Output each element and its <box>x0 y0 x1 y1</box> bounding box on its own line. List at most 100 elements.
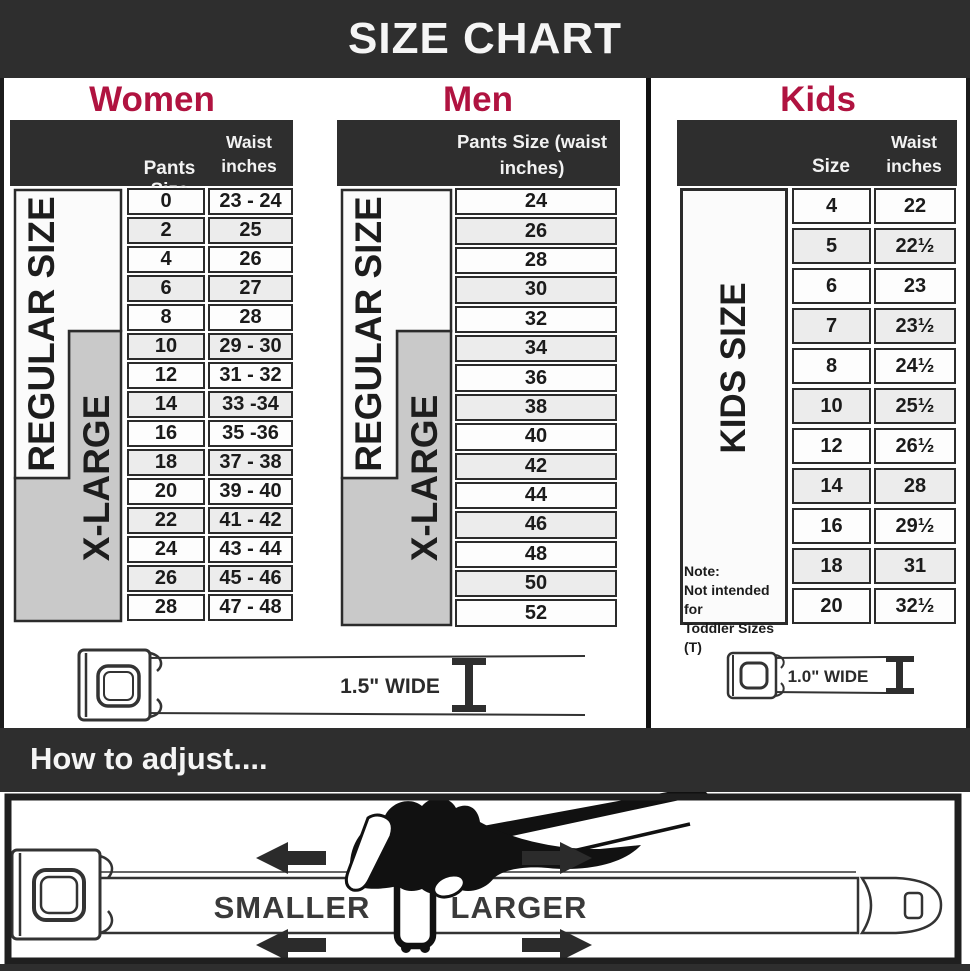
kids-note: Note: Not intended for Toddler Sizes (T) <box>684 562 786 656</box>
kids-col-size: Size <box>811 156 851 177</box>
table-cell: 7 <box>792 308 871 344</box>
table-cell: 50 <box>455 570 617 598</box>
table-cell: 42 <box>455 452 617 480</box>
table-cell: 12 <box>127 362 205 389</box>
bottom-strip <box>0 964 970 971</box>
adjust-heading: How to adjust.... <box>30 741 268 776</box>
table-cell: 8 <box>792 348 871 384</box>
table-row: 50 <box>455 570 618 598</box>
adult-belt-illustration: 1.5" WIDE <box>77 648 586 722</box>
table-row: 30 <box>455 276 618 304</box>
table-cell: 24 <box>455 188 617 216</box>
table-cell: 26 <box>455 217 617 245</box>
table-cell: 20 <box>127 478 205 505</box>
table-row: 6 23 <box>792 268 957 304</box>
table-row: 32 <box>455 305 618 333</box>
table-cell: 44 <box>455 481 617 510</box>
arrow-right-top-icon <box>522 842 592 874</box>
women-regular-bracket <box>13 188 123 480</box>
men-regular-bracket <box>340 188 453 480</box>
table-row: 6 27 <box>127 275 293 302</box>
table-cell: 30 <box>455 276 617 304</box>
smaller-label: SMALLER <box>214 890 371 925</box>
table-cell: 31 <box>874 548 956 584</box>
table-row: 42 <box>455 452 618 480</box>
kids-col-waist: Waist inches <box>886 132 942 176</box>
table-row: 12 31 - 32 <box>127 362 293 389</box>
table-cell: 4 <box>127 246 205 273</box>
table-cell: 23½ <box>874 308 956 344</box>
table-row: 20 39 - 40 <box>127 478 293 505</box>
men-xlarge-label: X-LARGE <box>404 394 445 562</box>
men-col-pants-size: Pants Size (waist inches) <box>456 131 608 178</box>
table-row: 8 28 <box>127 304 293 331</box>
kids-heading: Kids <box>780 80 856 119</box>
adjust-illustration: SMALLER LARGER <box>0 792 970 971</box>
smaller-arrows <box>256 842 326 961</box>
table-row: 26 <box>455 217 618 245</box>
table-cell: 40 <box>455 423 617 451</box>
belt-tail-hole <box>903 891 924 920</box>
table-row: 4 22 <box>792 188 957 224</box>
table-row: 10 29 - 30 <box>127 333 293 360</box>
table-cell: 32½ <box>874 588 956 624</box>
table-row: 8 24½ <box>792 348 957 384</box>
kids-table-header: Size Waist inches <box>677 120 957 186</box>
table-row: 18 31 <box>792 548 957 584</box>
table-cell: 32 <box>455 305 617 333</box>
table-row: 10 25½ <box>792 388 957 424</box>
table-cell: 2 <box>127 217 205 244</box>
kids-size-table: 4 22 5 22½ 6 23 7 23½ 8 24½ 10 25½ 12 26½ 14 28 16 29½ 18 3… <box>792 188 957 628</box>
table-cell: 35 -36 <box>208 420 293 447</box>
table-cell: 37 - 38 <box>208 449 293 476</box>
table-cell: 22 <box>874 188 956 224</box>
table-cell: 16 <box>792 508 871 544</box>
table-row: 24 <box>455 188 618 216</box>
table-row: 2 25 <box>127 217 293 244</box>
arrow-left-top-icon <box>256 842 326 874</box>
table-cell: 25 <box>208 217 293 244</box>
arrow-left-bottom-icon <box>256 929 326 961</box>
table-cell: 23 <box>874 268 956 304</box>
belt-tail <box>859 876 943 935</box>
table-cell: 6 <box>792 268 871 304</box>
table-row: 24 43 - 44 <box>127 536 293 563</box>
table-cell: 39 - 40 <box>208 478 293 505</box>
table-cell: 24½ <box>874 348 956 384</box>
table-cell: 16 <box>127 420 205 447</box>
women-size-table: 0 23 - 24 2 25 4 26 6 27 8 28 10 29 - 30 12 31 - 32 14… <box>127 188 293 623</box>
kids-width-marker-icon <box>886 656 914 694</box>
women-table-header: Pants Size Waist inches <box>10 120 293 201</box>
men-size-bracket <box>340 188 453 627</box>
section-divider <box>646 78 651 728</box>
table-cell: 26 <box>127 565 205 592</box>
table-cell: 45 - 46 <box>208 565 293 592</box>
table-cell: 36 <box>455 364 617 392</box>
kids-note-title: Note: <box>684 563 720 579</box>
kids-note-line2: Toddler Sizes (T) <box>684 619 774 655</box>
table-cell: 8 <box>127 304 205 331</box>
table-cell: 23 - 24 <box>208 188 293 215</box>
table-cell: 26 <box>208 246 293 273</box>
table-row: 16 35 -36 <box>127 420 293 447</box>
women-regular-label: REGULAR SIZE <box>21 196 62 472</box>
table-cell: 28 <box>208 304 293 331</box>
adjust-section-bar: How to adjust.... <box>0 728 970 792</box>
table-row: 38 <box>455 393 618 422</box>
table-cell: 52 <box>455 599 617 627</box>
kids-seatbelt-buckle-icon <box>726 651 785 700</box>
buckle-icon <box>10 848 114 941</box>
slider-foot-left <box>401 943 411 953</box>
table-cell: 25½ <box>874 388 956 424</box>
table-cell: 14 <box>792 468 871 504</box>
seatbelt-buckle-icon <box>77 648 163 722</box>
table-cell: 28 <box>455 246 617 275</box>
table-cell: 18 <box>127 449 205 476</box>
table-cell: 28 <box>127 594 205 621</box>
table-cell: 22 <box>127 507 205 534</box>
table-cell: 27 <box>208 275 293 302</box>
table-cell: 46 <box>455 511 617 539</box>
table-row: 22 41 - 42 <box>127 507 293 534</box>
table-row: 34 <box>455 334 618 363</box>
